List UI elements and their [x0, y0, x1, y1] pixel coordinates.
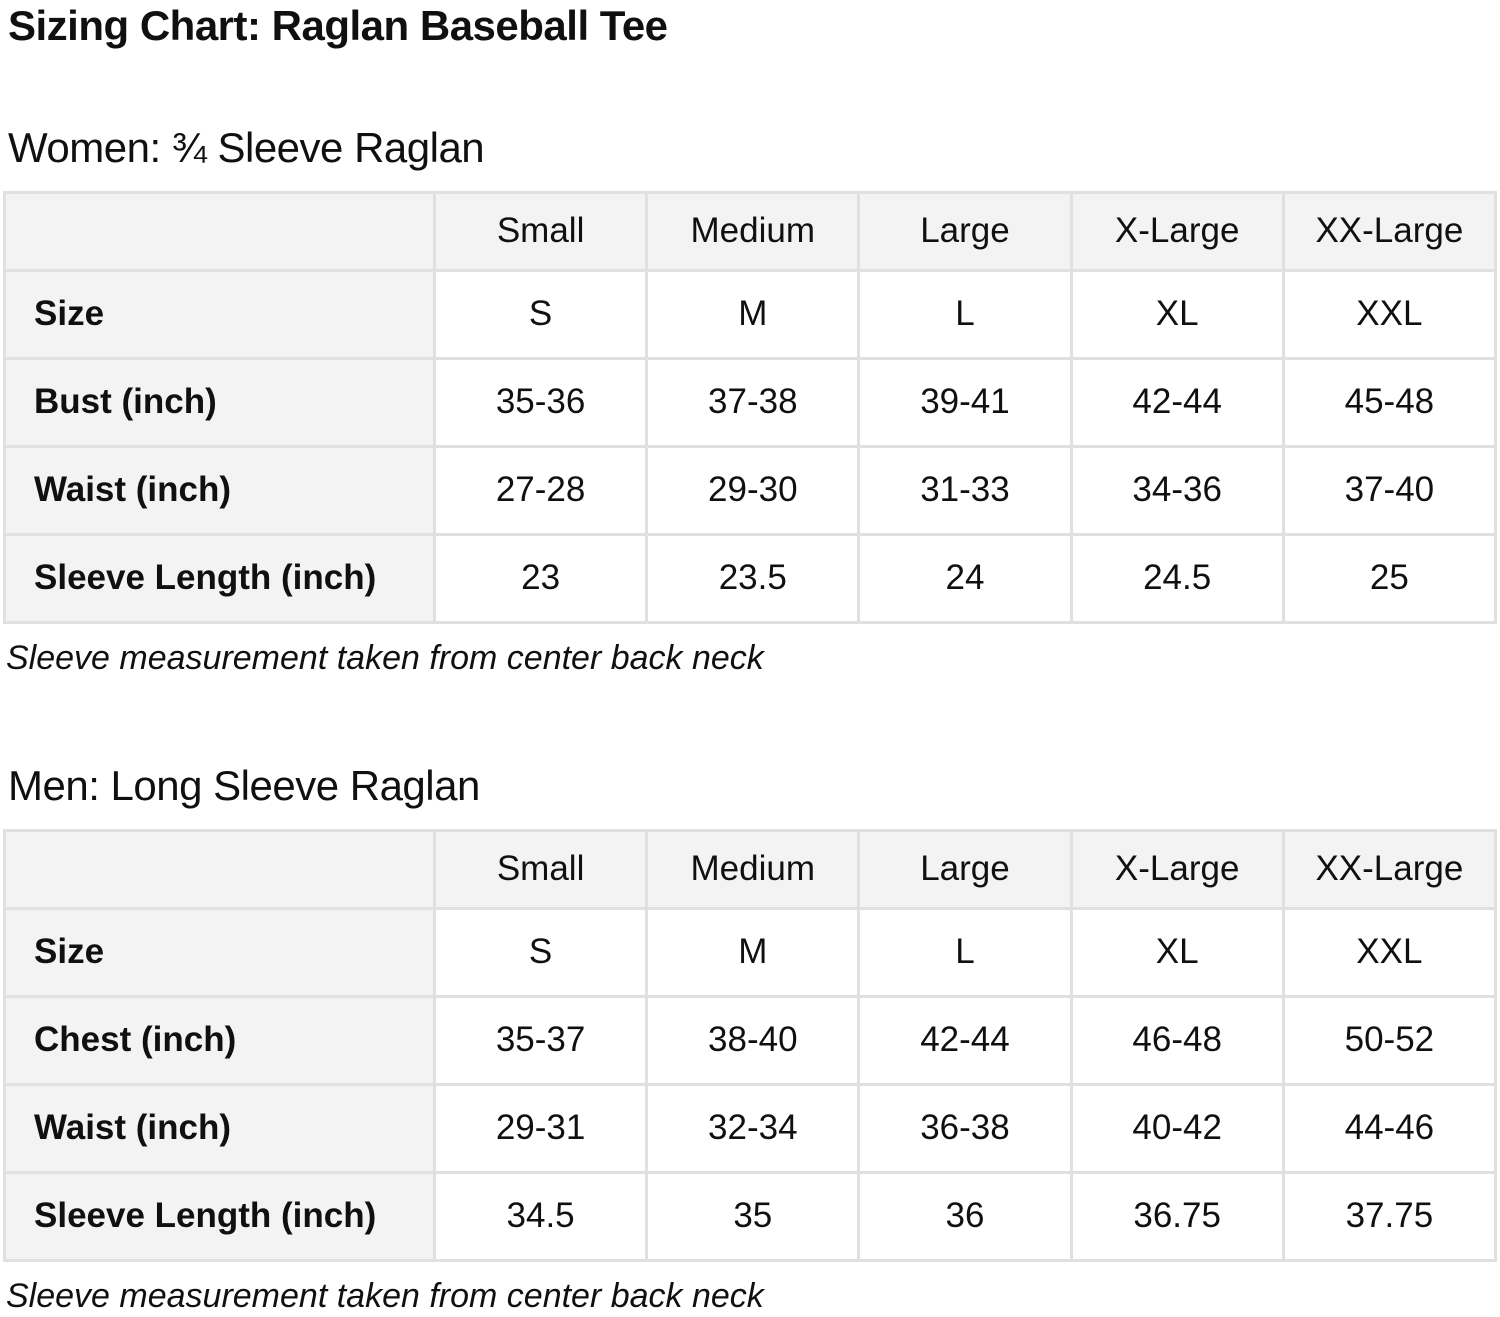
table-cell: XL: [1069, 906, 1285, 998]
table-cell: 37-40: [1281, 444, 1498, 536]
table-cell: 37.75: [1281, 1170, 1498, 1262]
women-section: Women: ¾ Sleeve Raglan Small Medium Larg…: [0, 124, 1500, 678]
column-header-medium: Medium: [645, 190, 861, 272]
women-header-row: Small Medium Large X-Large XX-Large: [3, 190, 1498, 272]
table-cell: 38-40: [645, 994, 861, 1086]
table-cell: XL: [1069, 268, 1285, 360]
men-table-note: Sleeve measurement taken from center bac…: [6, 1276, 764, 1315]
row-label-waist: Waist (inch): [3, 1082, 436, 1174]
row-label-sleeve-length: Sleeve Length (inch): [3, 1170, 436, 1262]
table-cell: 29-30: [645, 444, 861, 536]
table-cell: 46-48: [1069, 994, 1285, 1086]
table-cell: S: [432, 268, 649, 360]
table-cell: 36-38: [857, 1082, 1073, 1174]
table-cell: 29-31: [432, 1082, 649, 1174]
table-cell: XXL: [1281, 268, 1498, 360]
column-header-xlarge: X-Large: [1069, 828, 1285, 910]
table-cell: 50-52: [1281, 994, 1498, 1086]
column-header-xlarge: X-Large: [1069, 190, 1285, 272]
table-cell: 36.75: [1069, 1170, 1285, 1262]
table-cell: 35-37: [432, 994, 649, 1086]
table-cell: 27-28: [432, 444, 649, 536]
women-sizing-table: Small Medium Large X-Large XX-Large Size…: [3, 190, 1498, 624]
table-cell: S: [432, 906, 649, 998]
row-label-size: Size: [3, 906, 436, 998]
table-cell: 32-34: [645, 1082, 861, 1174]
table-cell: 36: [857, 1170, 1073, 1262]
row-label-chest: Chest (inch): [3, 994, 436, 1086]
women-table-note: Sleeve measurement taken from center bac…: [6, 638, 764, 677]
table-cell: L: [857, 906, 1073, 998]
table-row-bust: Bust (inch) 35-36 37-38 39-41 42-44 45-4…: [3, 356, 1498, 448]
table-cell: 44-46: [1281, 1082, 1498, 1174]
corner-cell: [3, 828, 436, 910]
table-row-chest: Chest (inch) 35-37 38-40 42-44 46-48 50-…: [3, 994, 1498, 1086]
women-section-heading: Women: ¾ Sleeve Raglan: [8, 124, 485, 172]
table-cell: L: [857, 268, 1073, 360]
column-header-small: Small: [432, 190, 649, 272]
table-row-sleeve-length: Sleeve Length (inch) 34.5 35 36 36.75 37…: [3, 1170, 1498, 1262]
table-row-sleeve-length: Sleeve Length (inch) 23 23.5 24 24.5 25: [3, 532, 1498, 624]
men-section-heading: Men: Long Sleeve Raglan: [8, 762, 480, 810]
table-cell: 34-36: [1069, 444, 1285, 536]
table-cell: 42-44: [857, 994, 1073, 1086]
table-cell: M: [645, 906, 861, 998]
row-label-size: Size: [3, 268, 436, 360]
men-header-row: Small Medium Large X-Large XX-Large: [3, 828, 1498, 910]
row-label-bust: Bust (inch): [3, 356, 436, 448]
men-sizing-table: Small Medium Large X-Large XX-Large Size…: [3, 828, 1498, 1262]
table-cell: 35-36: [432, 356, 649, 448]
column-header-large: Large: [857, 828, 1073, 910]
table-cell: 25: [1281, 532, 1498, 624]
table-cell: 37-38: [645, 356, 861, 448]
table-cell: 45-48: [1281, 356, 1498, 448]
table-cell: 24.5: [1069, 532, 1285, 624]
row-label-waist: Waist (inch): [3, 444, 436, 536]
column-header-medium: Medium: [645, 828, 861, 910]
table-cell: 23.5: [645, 532, 861, 624]
men-section: Men: Long Sleeve Raglan Small Medium Lar…: [0, 762, 1500, 1316]
corner-cell: [3, 190, 436, 272]
column-header-small: Small: [432, 828, 649, 910]
table-row-size: Size S M L XL XXL: [3, 268, 1498, 360]
table-cell: M: [645, 268, 861, 360]
table-cell: 39-41: [857, 356, 1073, 448]
row-label-sleeve-length: Sleeve Length (inch): [3, 532, 436, 624]
table-row-size: Size S M L XL XXL: [3, 906, 1498, 998]
table-row-waist: Waist (inch) 27-28 29-30 31-33 34-36 37-…: [3, 444, 1498, 536]
table-row-waist: Waist (inch) 29-31 32-34 36-38 40-42 44-…: [3, 1082, 1498, 1174]
page-title: Sizing Chart: Raglan Baseball Tee: [8, 2, 668, 49]
table-cell: XXL: [1281, 906, 1498, 998]
table-cell: 34.5: [432, 1170, 649, 1262]
column-header-xxlarge: XX-Large: [1281, 828, 1498, 910]
table-cell: 35: [645, 1170, 861, 1262]
table-cell: 40-42: [1069, 1082, 1285, 1174]
column-header-xxlarge: XX-Large: [1281, 190, 1498, 272]
table-cell: 24: [857, 532, 1073, 624]
table-cell: 42-44: [1069, 356, 1285, 448]
table-cell: 23: [432, 532, 649, 624]
table-cell: 31-33: [857, 444, 1073, 536]
column-header-large: Large: [857, 190, 1073, 272]
